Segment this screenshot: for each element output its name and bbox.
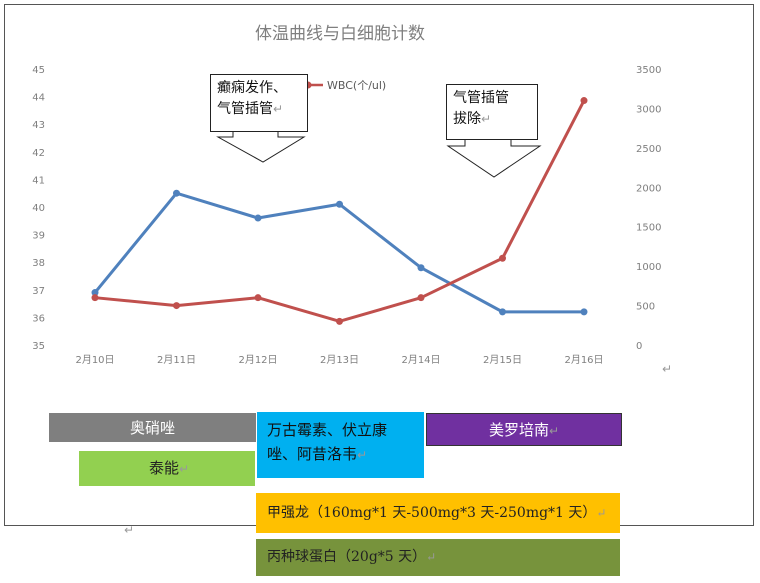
treatment-ivig: 丙种球蛋白（20g*5 天）↵ bbox=[256, 539, 620, 576]
data-point-temperature bbox=[417, 264, 425, 272]
treatment-ivig-label: 丙种球蛋白（20g*5 天） bbox=[267, 549, 427, 565]
chart-frame: 体温曲线与白细胞计数 45 44 43 42 41 40 39 38 37 36 35 3500 30… bbox=[4, 4, 754, 526]
x-tick-label: 2月13日 bbox=[320, 354, 359, 366]
data-point-wbc bbox=[580, 97, 588, 105]
treatment-tienam-return-mark: ↵ bbox=[179, 462, 190, 476]
treatment-meropenem-label: 美罗培南 bbox=[488, 421, 549, 439]
x-tick-label: 2月15日 bbox=[483, 354, 522, 366]
treatment-antifungal-return-mark: ↵ bbox=[357, 448, 368, 462]
data-point-temperature bbox=[91, 289, 99, 297]
treatment-ivig-return-mark: ↵ bbox=[426, 550, 437, 564]
treatment-oseltamivir-label: 奥硝唑 bbox=[129, 419, 175, 437]
y-axis-right: 3500 3000 2500 2000 1500 1000 500 0 bbox=[636, 65, 661, 352]
data-point-wbc bbox=[254, 294, 262, 302]
y-right-tick-label: 3500 bbox=[636, 65, 661, 76]
data-point-wbc bbox=[417, 294, 425, 302]
y-left-tick-label: 39 bbox=[32, 231, 45, 242]
callout-extubation-return-mark: ↵ bbox=[481, 112, 492, 126]
treatment-antifungal: 万古霉素、伏立康 唑、阿昔洛韦↵ bbox=[257, 412, 424, 478]
y-left-tick-label: 37 bbox=[32, 286, 45, 297]
treatment-methylpred: 甲强龙（160mg*1 天-500mg*3 天-250mg*1 天）↵ bbox=[256, 493, 620, 533]
series-lines bbox=[91, 97, 588, 325]
y-left-tick-label: 35 bbox=[32, 341, 45, 352]
treatment-tienam-label: 泰能 bbox=[149, 459, 180, 477]
treatment-meropenem: 美罗培南↵ bbox=[426, 413, 622, 446]
return-mark-bottom: ↵ bbox=[124, 523, 135, 537]
y-left-tick-label: 38 bbox=[32, 258, 45, 269]
y-right-tick-label: 500 bbox=[636, 302, 655, 313]
y-right-tick-label: 0 bbox=[636, 341, 642, 352]
y-right-tick-label: 2000 bbox=[636, 183, 661, 194]
y-left-tick-label: 41 bbox=[32, 175, 45, 186]
y-right-tick-label: 1500 bbox=[636, 223, 661, 234]
x-axis: 2月10日 2月11日 2月12日 2月13日 2月14日 2月15日 2月16日 bbox=[75, 354, 603, 366]
y-right-tick-label: 2500 bbox=[636, 144, 661, 155]
treatment-tienam: 泰能↵ bbox=[79, 451, 255, 486]
chart-area: 体温曲线与白细胞计数 45 44 43 42 41 40 39 38 37 36 35 3500 30… bbox=[32, 24, 661, 366]
chart-title: 体温曲线与白细胞计数 bbox=[255, 24, 425, 44]
callout-extubation-line1: 气管插管 bbox=[453, 90, 509, 106]
data-point-wbc bbox=[91, 294, 99, 302]
treatment-methylpred-label: 甲强龙（160mg*1 天-500mg*3 天-250mg*1 天） bbox=[267, 505, 597, 521]
callout-extubation-box: 气管插管 拔除↵ bbox=[446, 84, 538, 140]
callout-seizure-box: 癫痫发作、 气管插管↵ bbox=[210, 74, 308, 132]
treatment-antifungal-line2: 唑、阿昔洛韦 bbox=[267, 445, 358, 463]
y-left-tick-label: 43 bbox=[32, 120, 45, 131]
callout-arrow-seizure bbox=[216, 126, 306, 163]
callout-seizure-line1: 癫痫发作、 bbox=[217, 80, 287, 96]
data-point-temperature bbox=[580, 308, 588, 316]
data-point-temperature bbox=[254, 214, 262, 222]
data-point-temperature bbox=[499, 308, 506, 316]
y-right-tick-label: 1000 bbox=[636, 262, 661, 273]
treatment-oseltamivir: 奥硝唑 bbox=[49, 413, 256, 442]
callout-extubation-line2: 拔除 bbox=[453, 111, 481, 127]
y-left-tick-label: 40 bbox=[32, 203, 45, 214]
y-left-tick-label: 36 bbox=[32, 313, 45, 324]
treatment-methylpred-return-mark: ↵ bbox=[596, 506, 607, 520]
y-right-tick-label: 3000 bbox=[636, 104, 661, 115]
treatment-antifungal-line1: 万古霉素、伏立康 bbox=[267, 421, 388, 439]
treatment-meropenem-return-mark: ↵ bbox=[548, 424, 560, 438]
data-point-wbc bbox=[336, 317, 343, 325]
x-tick-label: 2月14日 bbox=[401, 354, 440, 366]
callout-arrow-extubation bbox=[446, 135, 542, 178]
data-point-wbc bbox=[499, 254, 506, 262]
x-tick-label: 2月12日 bbox=[238, 354, 277, 366]
legend-wbc-label: WBC(个/ul) bbox=[327, 79, 386, 92]
x-tick-label: 2月11日 bbox=[157, 354, 196, 366]
callout-seizure-return-mark: ↵ bbox=[273, 102, 284, 116]
y-left-tick-label: 45 bbox=[32, 65, 45, 76]
return-mark-right: ↵ bbox=[662, 362, 673, 376]
y-left-tick-label: 42 bbox=[32, 148, 45, 159]
data-point-wbc bbox=[173, 302, 180, 310]
series-line-temperature bbox=[93, 191, 584, 314]
data-point-temperature bbox=[173, 189, 180, 197]
callout-seizure-line2: 气管插管 bbox=[217, 101, 273, 117]
data-point-temperature bbox=[336, 200, 343, 208]
y-axis-left: 45 44 43 42 41 40 39 38 37 36 35 bbox=[32, 65, 45, 352]
y-left-tick-label: 44 bbox=[32, 93, 45, 104]
x-tick-label: 2月16日 bbox=[564, 354, 603, 366]
x-tick-label: 2月10日 bbox=[75, 354, 114, 366]
